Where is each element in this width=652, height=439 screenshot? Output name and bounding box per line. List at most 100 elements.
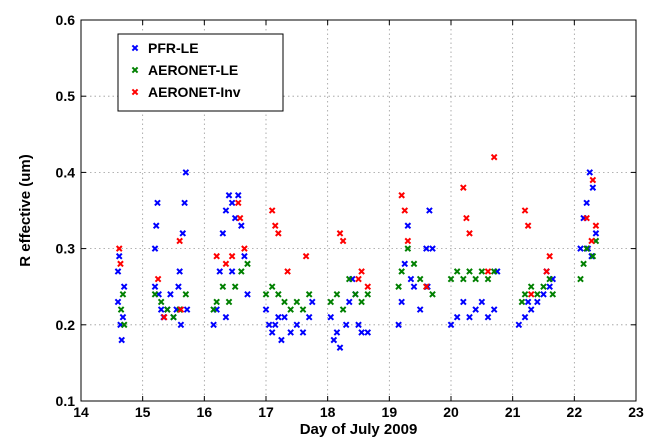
data-point — [268, 283, 276, 291]
data-point — [583, 245, 590, 252]
data-point — [527, 283, 535, 291]
data-point — [460, 275, 467, 283]
data-point — [216, 268, 224, 275]
legend-marker — [131, 88, 139, 96]
data-point — [219, 230, 227, 237]
data-point — [401, 207, 409, 214]
data-point — [478, 298, 486, 306]
data-point — [345, 275, 353, 283]
data-point — [358, 268, 365, 275]
data-point — [543, 268, 550, 275]
data-point — [484, 313, 492, 321]
data-point — [268, 207, 276, 214]
y-axis-title: R effective (um) — [17, 154, 34, 267]
data-point — [398, 191, 405, 199]
data-point — [521, 207, 529, 214]
data-point — [228, 268, 236, 275]
data-point — [546, 283, 553, 291]
data-point — [222, 260, 230, 268]
data-point — [447, 321, 455, 329]
data-point — [118, 336, 126, 344]
data-point — [164, 306, 171, 313]
data-point — [120, 283, 128, 291]
y-tick-label: 0.3 — [56, 241, 76, 257]
data-point — [404, 237, 412, 245]
data-point — [167, 291, 174, 298]
data-point — [333, 329, 341, 336]
data-point — [592, 230, 600, 237]
data-point — [115, 245, 123, 252]
data-point — [515, 321, 523, 329]
data-point — [453, 268, 461, 275]
data-point — [355, 321, 362, 329]
data-point — [271, 222, 279, 230]
data-point — [429, 245, 436, 252]
data-point — [460, 298, 467, 306]
data-point — [241, 252, 248, 260]
y-tick-label: 0.6 — [56, 12, 76, 28]
data-point — [549, 291, 557, 298]
data-point — [466, 313, 473, 321]
data-point — [231, 283, 239, 291]
data-point — [423, 245, 430, 252]
data-points — [114, 153, 600, 351]
data-point — [281, 313, 288, 321]
legend-label: AERONET-LE — [148, 62, 238, 78]
data-point — [213, 298, 220, 306]
data-point — [181, 199, 188, 207]
data-point — [416, 275, 424, 283]
data-point — [527, 306, 535, 313]
legend-marker — [131, 66, 139, 74]
data-point — [426, 207, 433, 214]
data-point — [151, 245, 159, 252]
data-point — [293, 321, 301, 329]
data-point — [268, 329, 276, 336]
x-tick-label: 19 — [382, 404, 398, 420]
data-point — [170, 313, 177, 321]
legend-label: PFR-LE — [148, 40, 199, 56]
data-point — [527, 291, 535, 298]
data-point — [339, 306, 347, 313]
data-point — [410, 283, 418, 291]
data-point — [275, 291, 282, 298]
data-point — [342, 321, 350, 329]
data-point — [244, 260, 251, 268]
data-point — [117, 260, 124, 268]
y-tick-label: 0.4 — [56, 164, 76, 180]
data-point — [157, 306, 165, 313]
data-point — [345, 298, 353, 306]
data-point — [333, 291, 341, 298]
data-point — [577, 245, 584, 252]
data-point — [453, 313, 461, 321]
x-axis-title: Day of July 2009 — [300, 421, 418, 438]
x-tick-label: 22 — [567, 404, 583, 420]
data-point — [231, 214, 239, 222]
data-point — [490, 306, 498, 313]
data-point — [521, 291, 529, 298]
data-point — [577, 275, 584, 283]
data-point — [302, 252, 310, 260]
data-point — [336, 230, 344, 237]
data-point — [308, 298, 316, 306]
data-point — [115, 252, 123, 260]
data-point — [225, 298, 233, 306]
data-point — [586, 169, 594, 176]
data-point — [589, 176, 597, 184]
data-point — [114, 268, 122, 275]
data-point — [583, 199, 590, 207]
data-point — [395, 321, 402, 329]
data-point — [151, 283, 159, 291]
data-point — [355, 275, 362, 283]
data-point — [117, 306, 125, 313]
data-point — [490, 268, 498, 275]
data-point — [305, 313, 313, 321]
data-point — [358, 329, 365, 336]
data-point — [177, 321, 185, 329]
x-tick-label: 23 — [628, 404, 644, 420]
data-point — [410, 260, 418, 268]
data-point — [540, 283, 547, 291]
data-point — [472, 306, 479, 313]
data-point — [330, 336, 338, 344]
data-point — [262, 291, 270, 298]
data-point — [364, 283, 372, 291]
